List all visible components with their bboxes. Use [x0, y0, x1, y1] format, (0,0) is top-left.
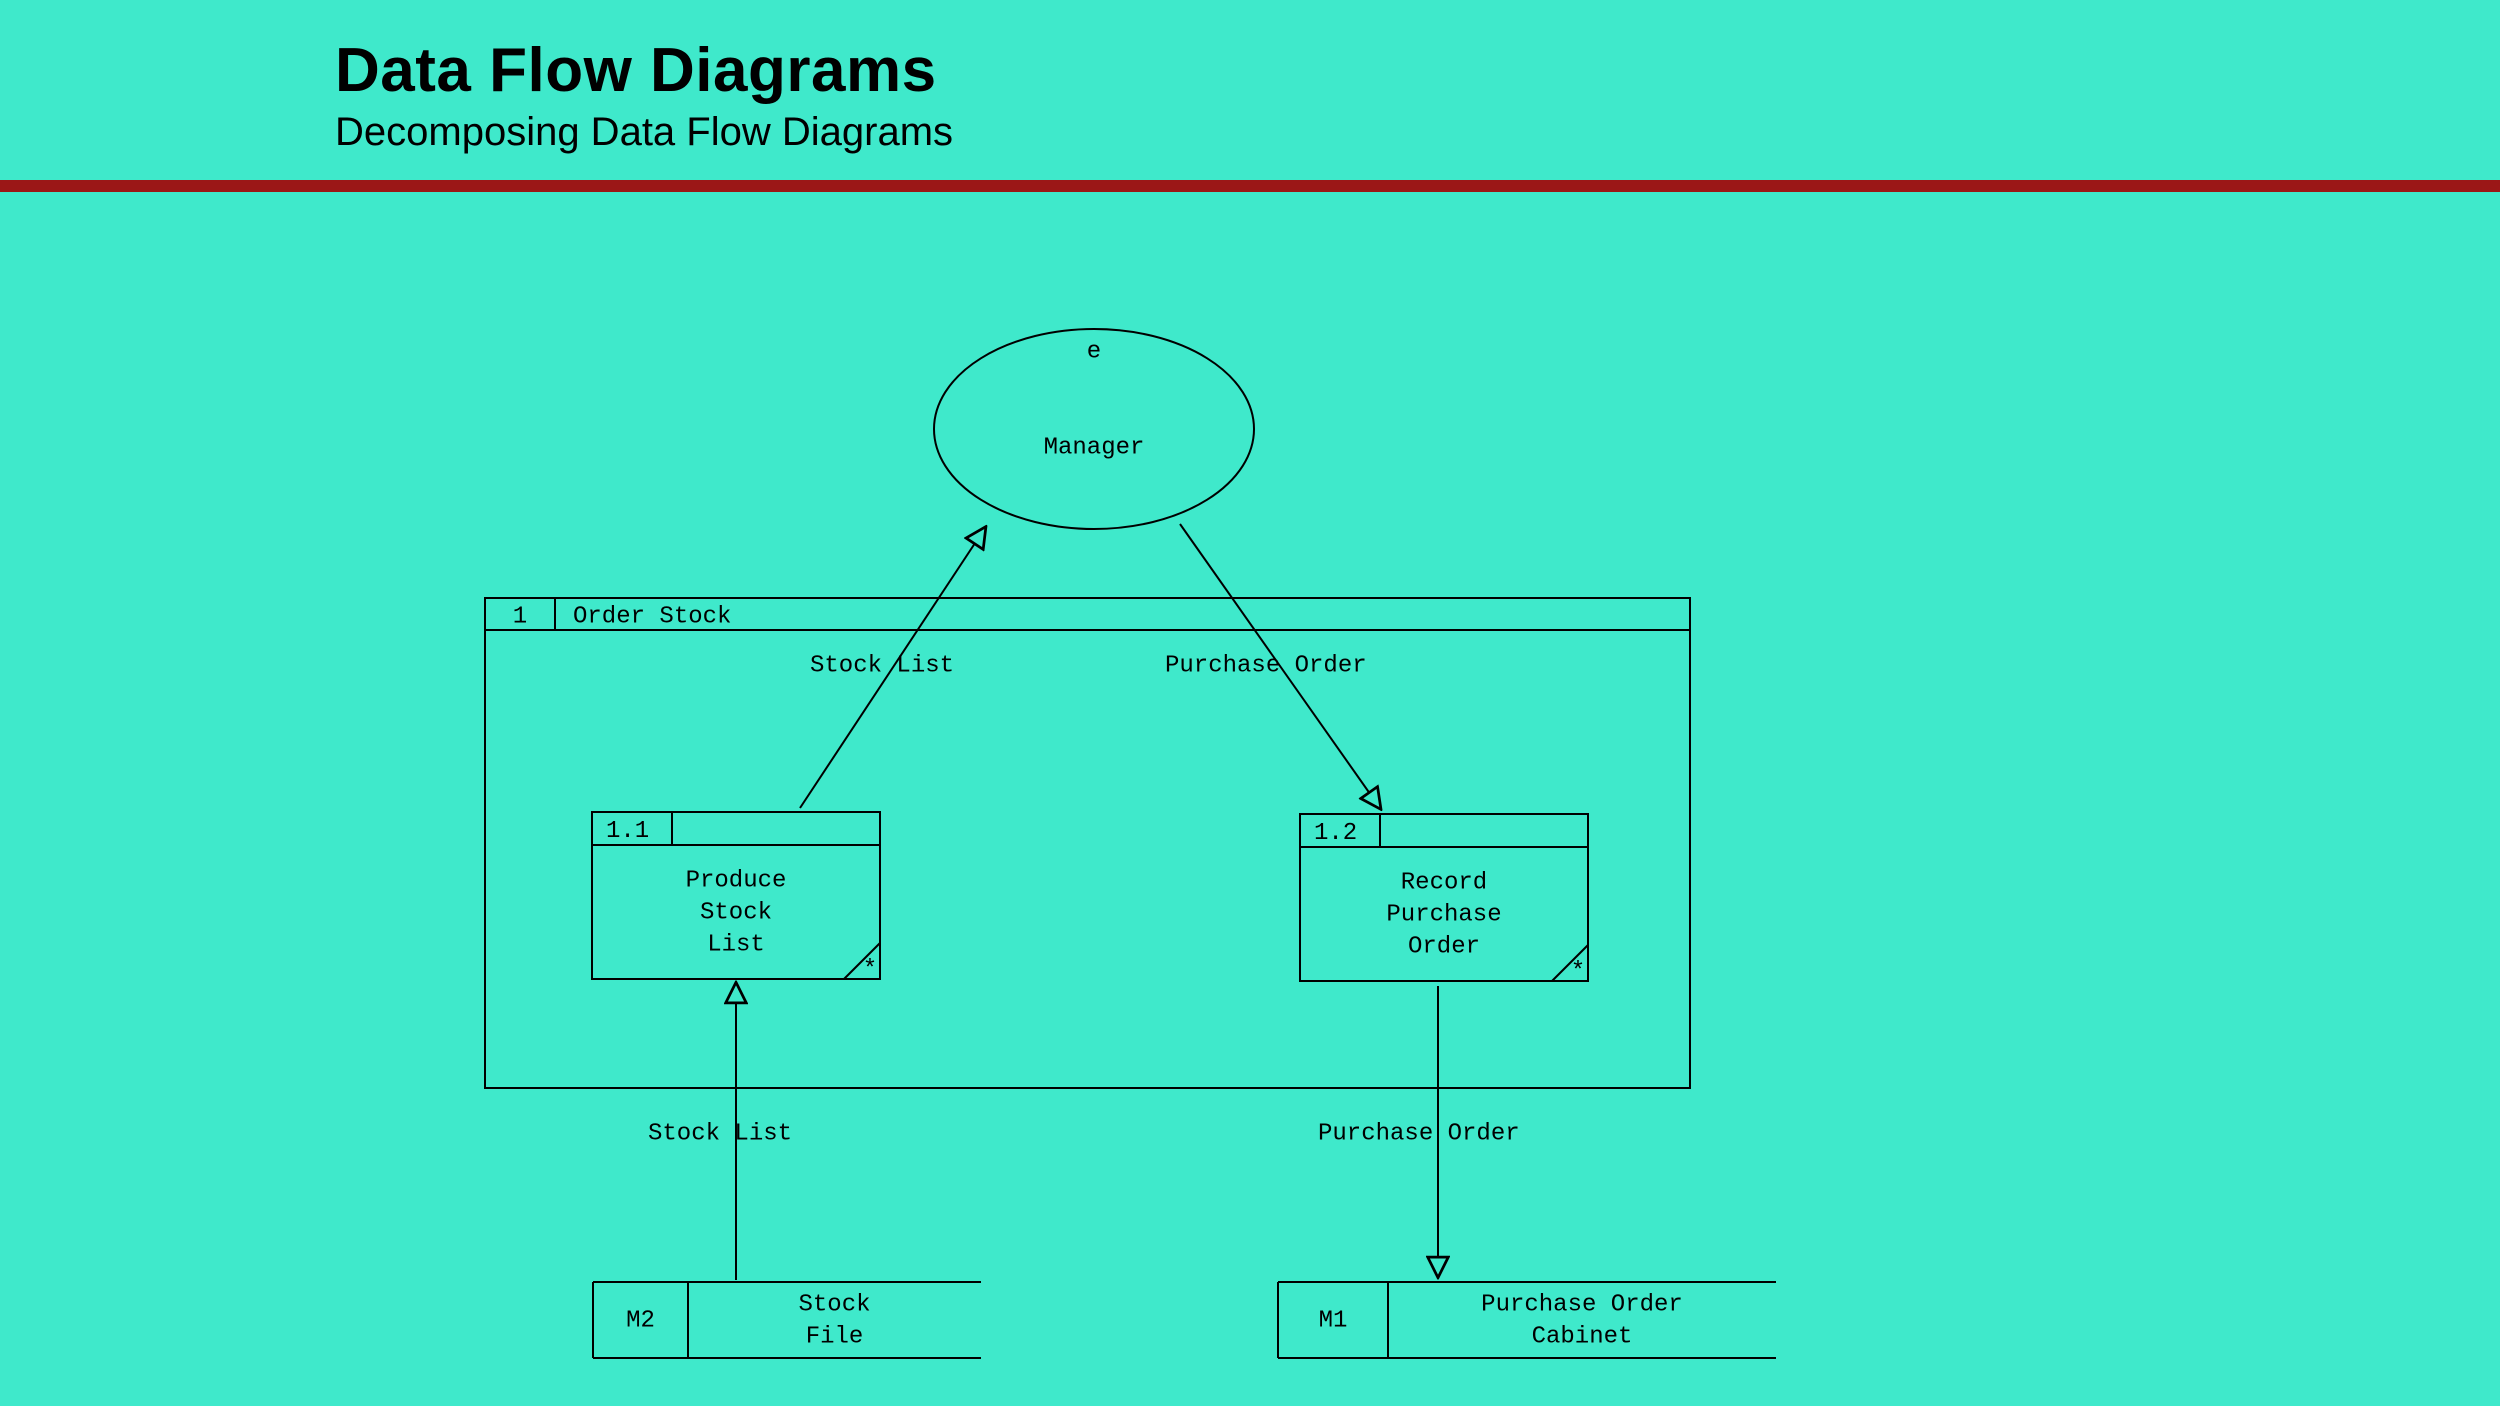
svg-text:M2: M2 [626, 1307, 655, 1334]
svg-text:Produce: Produce [686, 867, 787, 894]
svg-text:M1: M1 [1319, 1307, 1348, 1334]
svg-text:Purchase Order: Purchase Order [1318, 1120, 1520, 1147]
svg-text:Cabinet: Cabinet [1532, 1323, 1633, 1350]
svg-text:Manager: Manager [1044, 434, 1145, 461]
svg-text:1.2: 1.2 [1314, 820, 1357, 847]
svg-text:Purchase: Purchase [1386, 901, 1501, 928]
svg-text:Order Stock: Order Stock [573, 603, 731, 630]
svg-text:Stock: Stock [700, 899, 772, 926]
svg-text:Purchase Order: Purchase Order [1481, 1291, 1683, 1318]
svg-text:*: * [1571, 958, 1585, 985]
svg-text:List: List [707, 931, 765, 958]
svg-text:Stock List: Stock List [648, 1120, 792, 1147]
svg-text:Order: Order [1408, 933, 1480, 960]
svg-text:Record: Record [1401, 869, 1487, 896]
svg-text:1.1: 1.1 [606, 818, 649, 845]
svg-text:Purchase Order: Purchase Order [1165, 652, 1367, 679]
svg-text:1: 1 [513, 603, 527, 630]
svg-text:Stock List: Stock List [810, 652, 954, 679]
process-order-stock [485, 598, 1690, 1088]
svg-text:File: File [806, 1323, 864, 1350]
svg-text:*: * [863, 956, 877, 983]
svg-text:Stock: Stock [798, 1291, 870, 1318]
svg-text:e: e [1087, 338, 1101, 365]
dfd-diagram: e Manager 1 Order Stock 1.1 Produce Stock List *… [0, 0, 2500, 1406]
